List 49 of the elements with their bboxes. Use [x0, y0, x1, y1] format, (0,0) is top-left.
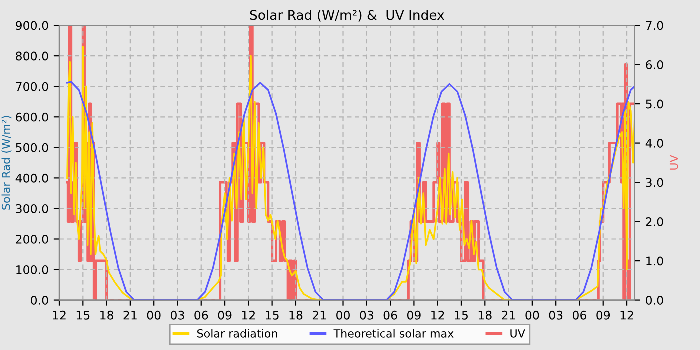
- y-tick-label: 900.0: [16, 21, 48, 30]
- x-tick-label: 15: [266, 311, 279, 320]
- x-tick-label: 03: [171, 310, 184, 320]
- legend-label: UV: [510, 330, 526, 338]
- legend-label: Theoretical solar max: [334, 329, 454, 338]
- y-tick-label: 100.0: [16, 265, 48, 274]
- x-tick-label: 00: [526, 310, 540, 320]
- x-tick-label: 09: [218, 310, 232, 320]
- y2-tick-label: 4.0: [646, 139, 664, 148]
- legend-label: Solar radiation: [198, 329, 278, 338]
- x-tick-label: 21: [502, 310, 516, 320]
- y2-tick-label: 5.0: [646, 100, 664, 109]
- x-tick-label: 00: [147, 310, 161, 320]
- y-tick-label: 400.0: [16, 174, 48, 183]
- x-tick-label: 06: [384, 310, 398, 320]
- chart-title: Solar Rad (W/m²) & UV Index: [250, 10, 444, 22]
- x-tick-label: 15: [455, 311, 468, 320]
- x-tick-label: 12: [242, 310, 255, 320]
- x-tick-label: 21: [312, 310, 326, 320]
- y-axis-title: Solar Rad (W/m²): [2, 116, 12, 210]
- x-tick-label: 03: [360, 310, 374, 320]
- x-tick-label: 06: [194, 310, 208, 320]
- y-tick-label: 500.0: [16, 143, 48, 152]
- y2-tick-label: 1.0: [646, 256, 664, 266]
- y-tick-label: 800.0: [16, 52, 48, 61]
- y-tick-label: 200.0: [16, 234, 48, 244]
- x-tick-label: 09: [407, 310, 421, 320]
- y2-tick-label: 2.0: [646, 218, 664, 226]
- x-tick-label: 18: [478, 310, 492, 320]
- x-tick-label: 12: [620, 310, 634, 320]
- x-tick-label: 15: [76, 311, 90, 320]
- x-tick-label: 18: [290, 310, 303, 320]
- y2-tick-label: 7.0: [646, 21, 664, 30]
- y2-tick-label: 0.0: [646, 296, 664, 305]
- x-tick-label: 12: [432, 310, 444, 320]
- x-tick-label: 12: [53, 310, 66, 320]
- x-tick-label: 06: [572, 310, 586, 320]
- y-tick-label: 0.0: [31, 296, 48, 305]
- x-tick-label: 21: [124, 310, 137, 320]
- x-tick-label: 03: [549, 310, 563, 320]
- x-tick-label: 00: [336, 310, 350, 320]
- y2-axis-title: UV: [670, 155, 678, 170]
- x-tick-label: 18: [100, 310, 114, 320]
- x-tick-label: 09: [596, 310, 610, 320]
- y-tick-label: 300.0: [16, 204, 48, 214]
- y-tick-label: 700.0: [16, 82, 48, 92]
- y-tick-label: 600.0: [16, 112, 48, 122]
- y2-tick-label: 3.0: [646, 178, 664, 188]
- y2-tick-label: 6.0: [646, 60, 664, 70]
